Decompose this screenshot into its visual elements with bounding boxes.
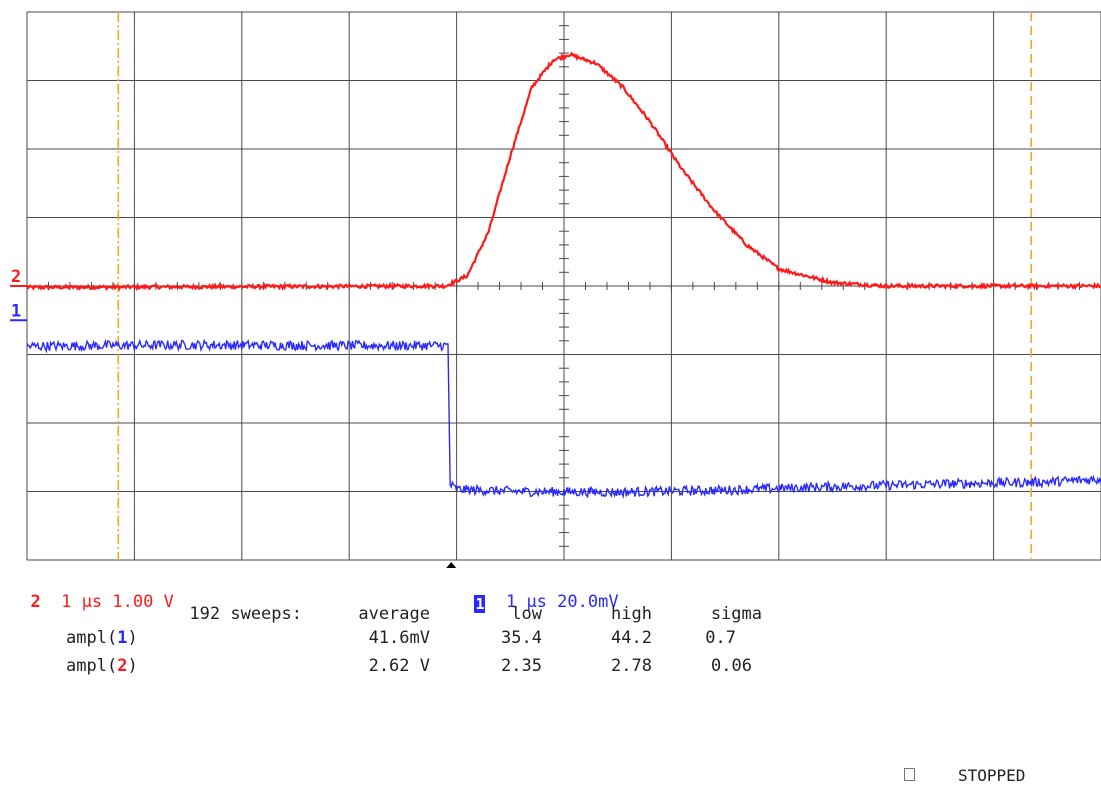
channel-marker-1: 1 [11, 301, 21, 321]
trace-ch2 [26, 51, 1101, 292]
stats-header-average: average [358, 604, 430, 624]
stats-ch1-low: 35.4 [501, 628, 542, 648]
stats-row-ch2-name: ampl(2) [66, 656, 138, 676]
ch1-scale: 20.0mV [557, 592, 619, 612]
stats-ch1-sigma: 0.7 [705, 628, 736, 648]
ch1-timebase: 1 µs [505, 592, 547, 612]
channel-markers: 21 [10, 267, 27, 322]
ch2-settings: 2 1 µs 1.00 V [10, 572, 174, 612]
stats-row-ch2-channel: 2 [117, 656, 128, 676]
stats-ch2-average: 2.62 V [368, 656, 430, 676]
stats-header-low: low [511, 604, 542, 624]
stats-row-ch1-channel: 1 [117, 628, 128, 648]
acquisition-status: STOPPED [958, 766, 1026, 785]
stats-header-high: high [611, 604, 652, 624]
stats-ch1-average: 41.6mV [368, 628, 430, 648]
stats-row-ch1-name: ampl(1) [66, 628, 138, 648]
stats-ch2-high: 2.78 [611, 656, 652, 676]
stats-ch2-sigma: 0.06 [711, 656, 752, 676]
ch1-settings: 1 1 µs 20.0mV [454, 572, 619, 613]
trigger-marker [446, 562, 457, 568]
graticule [26, 11, 1101, 561]
stats-sweeps: 192 sweeps: [189, 604, 302, 624]
waveform-traces [26, 51, 1101, 500]
trace-ch1 [26, 338, 1101, 500]
run-stop-indicator[interactable] [904, 768, 915, 781]
ch2-scale: 1.00 V [112, 592, 174, 612]
stats-ch2-low: 2.35 [501, 656, 542, 676]
ch2-timebase: 1 µs [61, 592, 103, 612]
stats-header-sigma: sigma [710, 604, 762, 624]
stats-ch1-high: 44.2 [611, 628, 652, 648]
channel-marker-2: 2 [11, 267, 21, 287]
ch2-label: 2 [30, 592, 41, 612]
ch1-label: 1 [474, 595, 486, 613]
